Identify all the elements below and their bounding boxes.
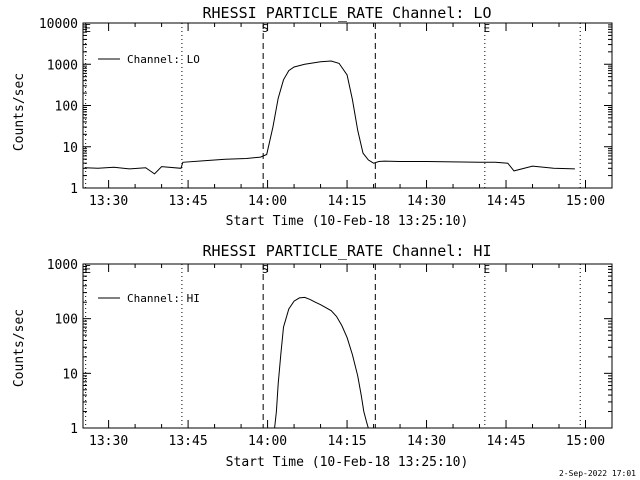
x-tick-label: 13:30 [89, 434, 128, 449]
x-tick-label: 14:00 [248, 194, 287, 209]
y-tick-label: 10 [62, 367, 78, 382]
x-tick-label: 15:00 [566, 194, 605, 209]
panel-hi: RHESSI PARTICLE_RATE Channel: HI Counts/… [12, 242, 613, 470]
y-tick-label: 100 [55, 313, 78, 328]
y-tick-label: 1000 [47, 58, 78, 73]
x-tick-label: 15:00 [566, 434, 605, 449]
series-line [84, 60, 575, 175]
chart-title-hi: RHESSI PARTICLE_RATE Channel: HI [203, 242, 492, 260]
x-tick-label: 14:45 [486, 194, 525, 209]
plot-frame [82, 22, 613, 189]
y-tick-label: 10000 [39, 17, 78, 32]
panel-lo: RHESSI PARTICLE_RATE Channel: LO Counts/… [12, 4, 613, 229]
plot-frame [82, 263, 613, 429]
x-tick-label: 14:45 [486, 434, 525, 449]
marker-label: S [262, 22, 269, 35]
y-axis-label-lo: Counts/sec [12, 73, 27, 151]
y-axis-label-hi: Counts/sec [12, 309, 27, 387]
chart-title-lo: RHESSI PARTICLE_RATE Channel: LO [203, 4, 492, 22]
legend-label-hi: Channel: HI [127, 292, 200, 305]
legend-label-lo: Channel: LO [127, 53, 200, 66]
x-tick-label: 13:30 [89, 194, 128, 209]
y-tick-label: 1 [70, 182, 78, 197]
x-axis-label-lo: Start Time (10-Feb-18 13:25:10) [226, 214, 469, 229]
marker-label: S [262, 263, 269, 276]
x-tick-label: 14:00 [248, 434, 287, 449]
footer-date: 2-Sep-2022 17:01 [558, 469, 636, 478]
marker-label: E [484, 22, 491, 35]
x-tick-label: 14:30 [407, 434, 446, 449]
legend-lo: Channel: LO [98, 53, 200, 66]
series-line [274, 296, 369, 429]
y-tick-label: 100 [55, 100, 78, 115]
x-tick-label: 14:15 [327, 434, 366, 449]
y-tick-label: 1000 [47, 258, 78, 273]
marker-label: E [84, 263, 91, 276]
y-tick-label: 10 [62, 141, 78, 156]
x-tick-label: 14:15 [327, 194, 366, 209]
marker-label: E [484, 263, 491, 276]
x-axis-label-hi: Start Time (10-Feb-18 13:25:10) [226, 455, 469, 470]
x-tick-label: 13:45 [169, 434, 208, 449]
legend-hi: Channel: HI [98, 292, 200, 305]
x-tick-label: 14:30 [407, 194, 446, 209]
marker-label: E [84, 22, 91, 35]
y-tick-label: 1 [70, 422, 78, 437]
x-tick-label: 13:45 [169, 194, 208, 209]
